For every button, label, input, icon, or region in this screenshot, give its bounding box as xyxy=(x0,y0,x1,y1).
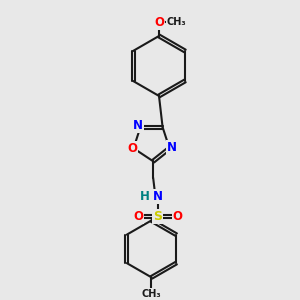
Text: O: O xyxy=(127,142,137,155)
Text: H: H xyxy=(140,190,150,203)
Text: N: N xyxy=(153,190,163,203)
Text: O: O xyxy=(173,210,183,223)
Text: S: S xyxy=(153,210,162,223)
Text: CH₃: CH₃ xyxy=(142,289,161,298)
Text: N: N xyxy=(167,141,177,154)
Text: CH₃: CH₃ xyxy=(167,17,186,28)
Text: N: N xyxy=(133,119,143,132)
Text: O: O xyxy=(133,210,143,223)
Text: O: O xyxy=(154,16,164,29)
